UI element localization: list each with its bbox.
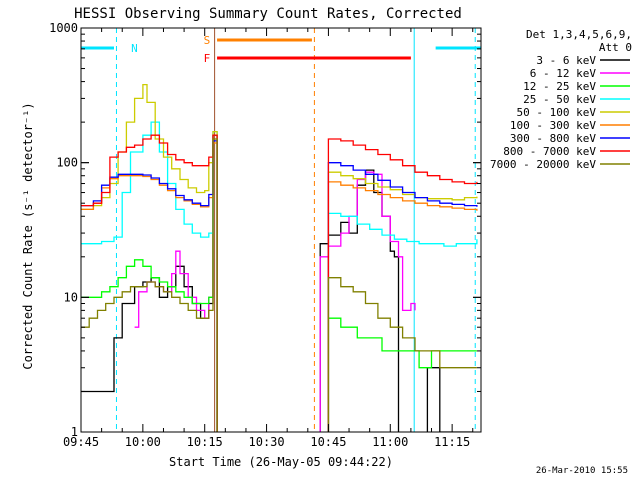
y-axis: 1 10 100 1000 (49, 21, 481, 439)
y-axis-label: Corrected Count Rate (s⁻¹ detector⁻¹) (21, 102, 35, 369)
event-markers (115, 28, 476, 432)
observing-bar-label: F (204, 52, 211, 65)
observing-bars: N SF (81, 34, 481, 65)
series-line (81, 121, 478, 432)
x-tick-label: 10:15 (187, 435, 223, 449)
series-line (81, 140, 478, 432)
x-tick-label: 11:15 (434, 435, 470, 449)
legend-item-label: 12 - 25 keV (523, 80, 596, 93)
observing-bar-label: N (131, 42, 138, 55)
series-line (81, 142, 478, 432)
plot-frame (80, 27, 482, 433)
x-tick-label: 09:45 (63, 435, 99, 449)
y-tick-label: 1 (71, 425, 78, 439)
series-line (81, 83, 478, 432)
legend-header: Att 0 (599, 41, 632, 54)
x-axis-label: Start Time (26-May-05 09:44:22) (169, 455, 393, 469)
series-line (81, 138, 477, 432)
legend-item-label: 6 - 12 keV (530, 67, 597, 80)
y-tick-label: 1000 (49, 21, 78, 35)
legend-item-label: 50 - 100 keV (517, 106, 597, 119)
chart-title: HESSI Observing Summary Count Rates, Cor… (74, 6, 462, 22)
y-tick-label: 10 (64, 290, 78, 304)
legend-header: Det 1,3,4,5,6,9, (526, 28, 632, 41)
observing-bar-label: S (204, 34, 211, 47)
series-line (134, 134, 416, 432)
legend-item-label: 25 - 50 keV (523, 93, 596, 106)
x-tick-label: 10:30 (249, 435, 285, 449)
x-axis: 09:45 10:00 10:15 10:30 10:45 11:00 11:15 (63, 28, 474, 449)
legend-item-label: 100 - 300 keV (510, 119, 596, 132)
series-line (81, 134, 477, 432)
x-tick-label: 10:00 (125, 435, 161, 449)
series-layer (81, 83, 478, 432)
footer-timestamp: 26-Mar-2010 15:55 (535, 466, 628, 476)
legend-item-label: 7000 - 20000 keV (490, 158, 596, 171)
legend-item-label: 3 - 6 keV (536, 54, 596, 67)
x-tick-label: 11:00 (372, 435, 408, 449)
x-tick-label: 10:45 (310, 435, 346, 449)
legend-item-label: 300 - 800 keV (510, 132, 596, 145)
y-tick-label: 100 (56, 156, 78, 170)
legend-item-label: 800 - 7000 keV (503, 145, 596, 158)
